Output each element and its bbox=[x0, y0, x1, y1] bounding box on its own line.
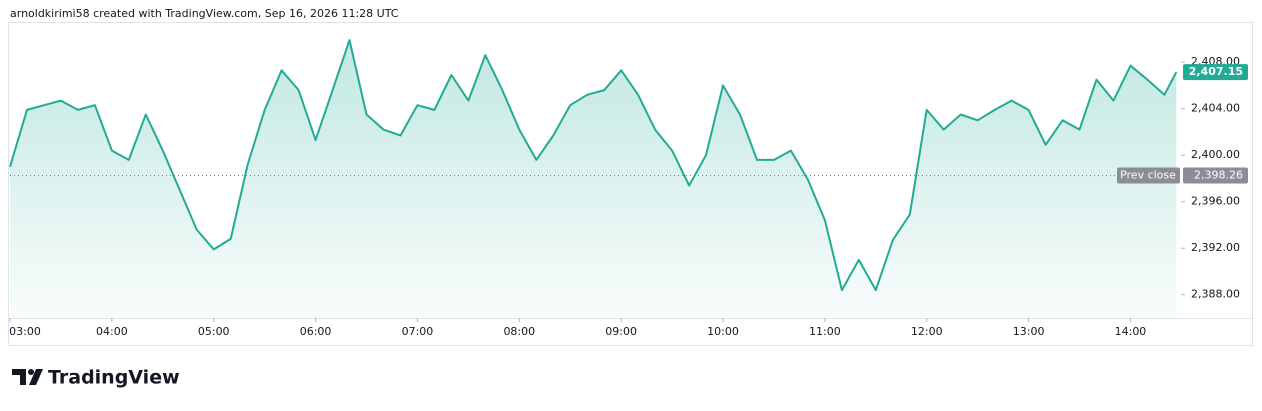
x-tick-label: 06:00 bbox=[300, 325, 332, 338]
x-tick-label: 14:00 bbox=[1115, 325, 1147, 338]
x-tick-label: 05:00 bbox=[198, 325, 230, 338]
prev-close-value: 2,398.26 bbox=[1194, 168, 1243, 181]
y-tick-label: 2,400.00 bbox=[1191, 148, 1240, 161]
x-tick-label: 09:00 bbox=[605, 325, 637, 338]
x-tick-label: 11:00 bbox=[809, 325, 841, 338]
prev-close-value-tag bbox=[1183, 167, 1248, 184]
line bbox=[9, 39, 1178, 292]
y-tick-label: 2,396.00 bbox=[1191, 195, 1240, 208]
y-tick-label: 2,392.00 bbox=[1191, 241, 1240, 254]
x-tick-label: 04:00 bbox=[96, 325, 128, 338]
header-text: arnoldkirimi58 created with TradingView.… bbox=[10, 7, 399, 20]
x-tick-label: 12:00 bbox=[911, 325, 943, 338]
x-tick-label: 13:00 bbox=[1013, 325, 1045, 338]
y-tick-label: 2,388.00 bbox=[1191, 288, 1240, 301]
x-tick-label: 07:00 bbox=[402, 325, 434, 338]
logo: TradingView bbox=[12, 367, 180, 389]
chart-frame bbox=[8, 22, 1253, 346]
prev-close-name: Prev close bbox=[1120, 168, 1176, 181]
y-tick-label: 2,404.00 bbox=[1191, 102, 1240, 115]
x-tick-label: 10:00 bbox=[707, 325, 739, 338]
last-price-value: 2,407.15 bbox=[1189, 65, 1243, 78]
x-tick-label: 03:00 bbox=[9, 325, 41, 338]
prev-close-tag bbox=[1117, 167, 1180, 184]
last-price-tag bbox=[1183, 64, 1248, 81]
x-tick-label: 08:00 bbox=[503, 325, 535, 338]
area bbox=[10, 40, 1177, 318]
brand: TradingView bbox=[48, 367, 180, 389]
